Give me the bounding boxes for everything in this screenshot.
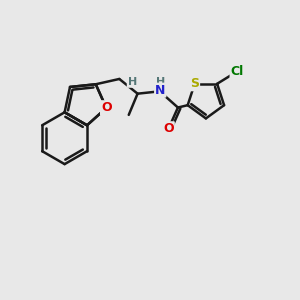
Text: H: H xyxy=(156,77,165,87)
Text: Cl: Cl xyxy=(230,65,244,78)
Text: S: S xyxy=(190,77,199,90)
Text: O: O xyxy=(101,101,112,114)
Text: O: O xyxy=(163,122,174,135)
Text: O: O xyxy=(101,101,112,114)
Text: N: N xyxy=(155,84,165,97)
Text: H: H xyxy=(128,77,137,87)
